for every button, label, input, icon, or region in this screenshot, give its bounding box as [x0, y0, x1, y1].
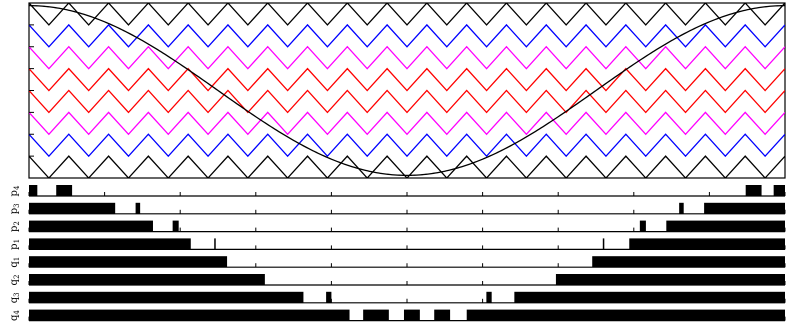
gate-label-p2: p2	[9, 221, 22, 232]
gate-pulse	[326, 291, 332, 303]
gate-row-p1: p1	[9, 238, 786, 250]
gate-pulse	[434, 309, 451, 321]
gate-pulse	[592, 256, 785, 268]
gate-pulse	[56, 185, 73, 196]
gate-pulse	[466, 309, 785, 321]
gate-label-q3: q3	[9, 292, 22, 303]
gate-pulse	[639, 220, 646, 232]
gate-pulse	[745, 185, 762, 196]
carrier-line-4	[29, 67, 785, 92]
gate-pulse	[363, 309, 389, 321]
gate-row-q4: q4	[9, 309, 786, 322]
carrier-line-2	[29, 23, 785, 48]
gate-pulse	[679, 202, 684, 214]
gate-label-p1: p1	[9, 239, 22, 250]
gate-row-q1: q1	[9, 256, 786, 268]
gate-row-p2: p2	[9, 220, 786, 233]
gate-pulse	[29, 202, 116, 214]
gate-pulse	[486, 291, 492, 303]
carrier-waveform-panel	[28, 2, 786, 179]
carrier-line-5	[29, 89, 785, 114]
gate-pulse	[29, 291, 304, 303]
gate-row-p3: p3	[9, 202, 786, 215]
gate-pulse	[29, 220, 153, 232]
carrier-line-6	[29, 111, 785, 136]
gate-label-q1: q1	[9, 257, 22, 268]
gate-pulse	[135, 202, 141, 214]
gate-pulse	[172, 220, 179, 232]
gate-pulse	[773, 185, 785, 196]
gate-row-q3: q3	[9, 291, 786, 304]
gate-pulse	[629, 238, 785, 250]
gate-signal-panel: p4 p3 p2 p1 q1 q2 q3 q4	[9, 185, 786, 322]
gate-pulse	[29, 256, 228, 268]
gate-pulse	[514, 291, 785, 303]
gate-pulse	[602, 238, 605, 250]
gate-pulse	[555, 274, 785, 285]
carrier-line-1	[29, 3, 785, 26]
carrier-line-7	[29, 133, 785, 158]
gate-label-p4: p4	[9, 185, 22, 196]
gate-pulse	[29, 185, 38, 196]
carrier-line-3	[29, 45, 785, 70]
gate-row-q2: q2	[9, 274, 786, 286]
gate-pulse	[704, 202, 785, 214]
gate-pulse	[666, 220, 785, 232]
gate-label-q2: q2	[9, 275, 22, 286]
gate-label-q4: q4	[9, 310, 22, 321]
gate-pulse	[29, 309, 350, 321]
gate-pulse	[29, 238, 191, 250]
gate-pulse	[29, 274, 265, 285]
gate-row-p4: p4	[9, 185, 786, 197]
reference-wave	[29, 4, 785, 177]
carrier-line-8	[29, 155, 785, 178]
gate-pulse	[403, 309, 420, 321]
gate-pulse	[214, 238, 216, 250]
gate-label-p3: p3	[9, 203, 22, 214]
